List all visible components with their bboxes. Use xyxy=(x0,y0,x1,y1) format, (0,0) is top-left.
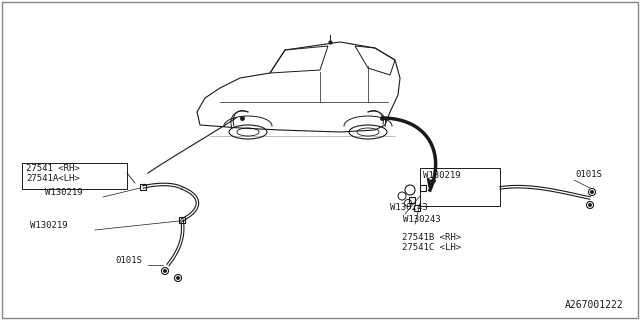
Circle shape xyxy=(589,204,591,206)
Bar xyxy=(414,205,420,211)
Circle shape xyxy=(163,269,166,273)
Text: 0101S: 0101S xyxy=(575,170,602,179)
Bar xyxy=(179,217,185,223)
Bar xyxy=(22,163,127,189)
Text: 0101S: 0101S xyxy=(115,256,142,265)
Text: 27541A<LH>: 27541A<LH> xyxy=(26,174,80,183)
Text: 27541B <RH>: 27541B <RH> xyxy=(402,233,461,242)
Circle shape xyxy=(177,276,179,279)
Text: W130219: W130219 xyxy=(423,171,461,180)
Text: 27541 <RH>: 27541 <RH> xyxy=(26,164,80,173)
Text: W130243: W130243 xyxy=(390,203,428,212)
Bar xyxy=(420,185,426,191)
Text: A267001222: A267001222 xyxy=(565,300,624,310)
Text: W130219: W130219 xyxy=(30,221,68,230)
Text: W130219: W130219 xyxy=(45,188,83,197)
Bar xyxy=(420,168,500,206)
Bar xyxy=(409,197,415,203)
Text: W130243: W130243 xyxy=(403,215,440,224)
Bar xyxy=(140,184,146,190)
Text: 27541C <LH>: 27541C <LH> xyxy=(402,243,461,252)
Circle shape xyxy=(591,190,593,194)
